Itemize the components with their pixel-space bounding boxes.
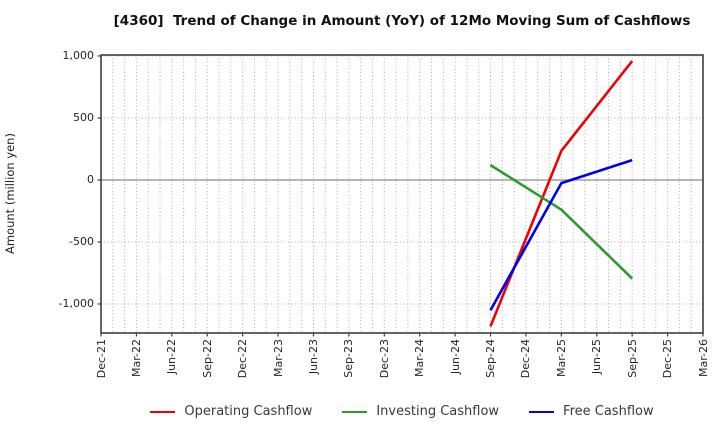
legend-item-label: Investing Cashflow xyxy=(376,404,500,419)
x-tick-label: Mar-23 xyxy=(271,339,285,378)
legend-line-swatch-operating xyxy=(150,411,176,413)
x-tick-label: Sep-22 xyxy=(200,339,214,378)
x-tick-label: Jun-24 xyxy=(448,339,462,375)
y-tick-label: 0 xyxy=(87,172,94,186)
x-tick-label: Dec-22 xyxy=(236,339,250,379)
x-tick-label: Jun-23 xyxy=(306,339,320,375)
legend-line-swatch-investing xyxy=(342,411,368,413)
x-tick-label: Sep-24 xyxy=(484,339,498,378)
x-tick-label: Mar-25 xyxy=(554,339,568,378)
legend-line-swatch-free xyxy=(529,411,555,413)
legend-item-label: Operating Cashflow xyxy=(184,404,313,419)
x-tick-label: Mar-22 xyxy=(129,339,143,378)
x-tick-label: Jun-22 xyxy=(165,339,179,375)
chart-title: [4360] Trend of Change in Amount (YoY) o… xyxy=(113,13,691,29)
legend-item: Operating Cashflow xyxy=(150,404,312,420)
x-tick-label: Dec-21 xyxy=(94,339,108,379)
x-tick-label: Mar-26 xyxy=(696,339,710,378)
y-tick-label: 500 xyxy=(73,110,94,124)
x-tick-label: Sep-23 xyxy=(342,339,356,378)
legend-item-label: Free Cashflow xyxy=(563,404,654,419)
legend: Operating Cashflow Investing Cashflow Fr… xyxy=(101,404,703,420)
x-tick-label: Sep-25 xyxy=(625,339,639,378)
legend-item: Free Cashflow xyxy=(529,404,654,420)
x-tick-label: Dec-24 xyxy=(519,339,533,379)
x-tick-label: Mar-24 xyxy=(413,339,427,378)
x-tick-label: Dec-23 xyxy=(377,339,391,379)
x-tick-label: Jun-25 xyxy=(590,339,604,375)
y-tick-label: 1,000 xyxy=(62,48,95,62)
y-tick-label: -500 xyxy=(69,234,94,248)
y-tick-label: -1,000 xyxy=(58,296,94,310)
x-tick-label: Dec-25 xyxy=(661,339,675,379)
legend-item: Investing Cashflow xyxy=(342,404,499,420)
